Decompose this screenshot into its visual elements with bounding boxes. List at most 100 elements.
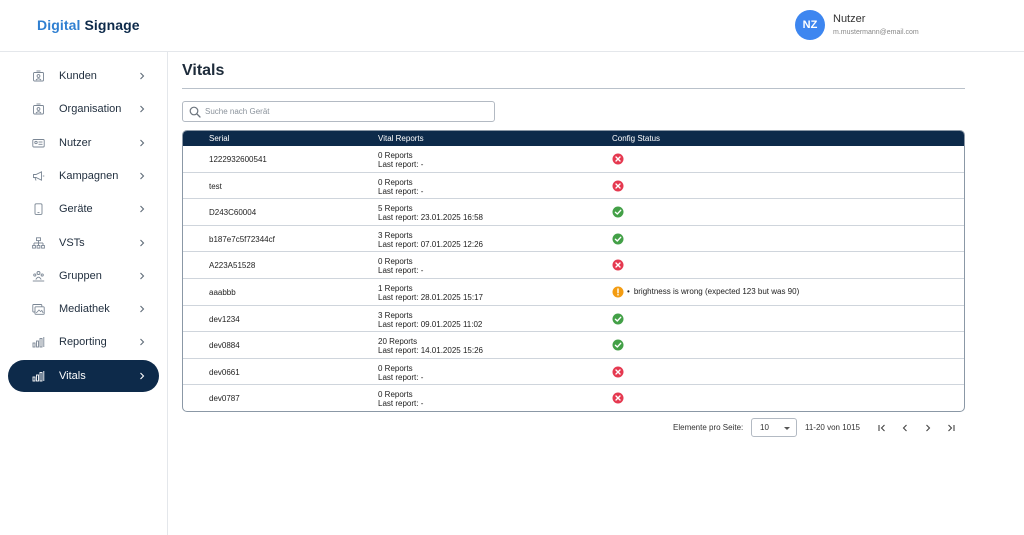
per-page-label: Elemente pro Seite:: [673, 423, 744, 432]
warning-status-icon: [612, 286, 624, 298]
column-header-vital-reports[interactable]: Vital Reports: [378, 134, 424, 143]
report-count: 0 Reports: [378, 177, 413, 187]
error-status-icon: [612, 259, 624, 271]
vital-reports-cell: 20 Reports Last report: 14.01.2025 15:26: [378, 337, 483, 355]
app-header: Digital Signage NZ Nutzer m.mustermann@e…: [0, 0, 1024, 52]
vital-reports-cell: 0 Reports Last report: -: [378, 178, 423, 196]
table-row[interactable]: dev0787 0 Reports Last report: -: [183, 385, 964, 411]
column-header-serial[interactable]: Serial: [209, 134, 230, 143]
report-count: 0 Reports: [378, 363, 413, 373]
table-row[interactable]: b187e7c5f72344cf 3 Reports Last report: 07…: [183, 226, 964, 253]
user-card-icon: [32, 138, 45, 148]
serial-cell: b187e7c5f72344cf: [209, 234, 275, 244]
search-icon: [189, 106, 201, 118]
sidebar-item-label: Geräte: [59, 203, 93, 216]
sidebar-item-nutzer[interactable]: Nutzer: [8, 127, 159, 159]
table-row[interactable]: dev0661 0 Reports Last report: -: [183, 359, 964, 386]
table-header: Serial Vital Reports Config Status: [183, 131, 964, 146]
device-icon: [34, 203, 43, 216]
report-count: 0 Reports: [378, 257, 413, 267]
report-count: 3 Reports: [378, 310, 413, 320]
error-status-icon: [612, 153, 624, 165]
error-status-icon: [612, 392, 624, 404]
config-status-message: brightness is wrong (expected 123 but wa…: [627, 287, 799, 296]
last-report: Last report: -: [378, 399, 424, 409]
sidebar-item-vsts[interactable]: VSTs: [8, 227, 159, 259]
sidebar-item-label: Reporting: [59, 336, 107, 349]
search-input[interactable]: [205, 104, 490, 119]
serial-cell: 1222932600541: [209, 155, 267, 164]
column-header-config-status[interactable]: Config Status: [612, 134, 661, 143]
per-page-value: 10: [760, 423, 769, 432]
success-status-icon: [612, 313, 624, 325]
serial-cell: test: [209, 181, 222, 191]
serial-cell: dev0884: [209, 341, 240, 351]
sidebar-item-label: VSTs: [59, 236, 85, 249]
sidebar-item-kampagnen[interactable]: Kampagnen: [8, 160, 159, 192]
megaphone-icon: [33, 170, 45, 181]
sidebar-item-ger-te[interactable]: Geräte: [8, 193, 159, 225]
vital-reports-cell: 0 Reports Last report: -: [378, 257, 423, 275]
per-page-select[interactable]: 10: [751, 418, 797, 437]
sidebar-item-vitals[interactable]: Vitals: [8, 359, 159, 392]
chevron-right-icon: [140, 272, 145, 280]
serial-cell: dev0661: [209, 367, 240, 377]
sidebar-item-gruppen[interactable]: Gruppen: [8, 260, 159, 292]
customers-icon: [33, 70, 44, 82]
chevron-right-icon: [140, 339, 145, 346]
search-box: [182, 101, 495, 122]
vital-reports-cell: 3 Reports Last report: 09.01.2025 11:02: [378, 311, 482, 329]
chevron-right-icon: [140, 139, 145, 146]
sidebar-item-kunden[interactable]: Kunden: [8, 60, 159, 92]
sidebar-item-organisation[interactable]: Organisation: [8, 93, 159, 125]
last-report: Last report: -: [378, 186, 424, 196]
table-row[interactable]: aaabbb 1 Reports Last report: 28.01.2025 1…: [183, 279, 964, 306]
vital-reports-cell: 1 Reports Last report: 28.01.2025 15:17: [378, 284, 483, 302]
vital-reports-cell: 5 Reports Last report: 23.01.2025 16:58: [378, 204, 483, 222]
chevron-right-icon: [140, 205, 145, 213]
table-row[interactable]: D243C60004 5 Reports Last report: 23.01.20…: [183, 199, 964, 226]
last-report: Last report: 09.01.2025 11:02: [378, 319, 483, 329]
avatar[interactable]: NZ: [795, 10, 825, 40]
success-status-icon: [612, 339, 624, 351]
page-range: 11-20 von 1015: [805, 423, 861, 432]
table-row[interactable]: dev0884 20 Reports Last report: 14.01.2025…: [183, 332, 964, 359]
success-status-icon: [612, 233, 624, 245]
last-report: Last report: 23.01.2025 16:58: [378, 213, 483, 223]
last-report: Last report: -: [378, 160, 424, 169]
serial-cell: D243C60004: [209, 208, 257, 218]
sidebar-item-reporting[interactable]: Reporting: [8, 326, 159, 358]
last-report: Last report: -: [378, 266, 424, 276]
user-email: m.mustermann@email.com: [833, 29, 919, 36]
table-row[interactable]: 1222932600541 0 Reports Last report: -: [183, 146, 964, 173]
table-row[interactable]: dev1234 3 Reports Last report: 09.01.2025 …: [183, 306, 964, 333]
chevron-right-icon: [140, 172, 145, 180]
sidebar-item-label: Nutzer: [59, 136, 92, 149]
brand-logo[interactable]: Digital Signage: [37, 17, 140, 33]
hierarchy-icon: [32, 236, 45, 249]
table-row[interactable]: A223A51528 0 Reports Last report: -: [183, 252, 964, 279]
first-page-icon[interactable]: [876, 422, 888, 434]
last-page-icon[interactable]: [945, 422, 957, 434]
previous-page-icon[interactable]: [899, 422, 911, 434]
sidebar: Kunden Organisation Nutzer Kampagnen Geräte V…: [0, 52, 168, 535]
sidebar-item-mediathek[interactable]: Mediathek: [8, 293, 159, 325]
page-title: Vitals: [182, 62, 225, 79]
last-report: Last report: 14.01.2025 15:26: [378, 346, 483, 356]
serial-cell: aaabbb: [209, 288, 236, 297]
sidebar-item-label: Kampagnen: [59, 169, 119, 182]
vitals-chart-icon: [32, 370, 45, 382]
vital-reports-cell: 3 Reports Last report: 07.01.2025 12:26: [378, 231, 483, 249]
table-row[interactable]: test 0 Reports Last report: -: [183, 173, 964, 200]
organisation-icon: [33, 103, 44, 115]
sidebar-item-label: Vitals: [59, 369, 86, 382]
error-status-icon: [612, 366, 624, 378]
chevron-right-icon: [140, 105, 145, 113]
sidebar-item-label: Mediathek: [59, 303, 110, 316]
success-status-icon: [612, 206, 624, 218]
sidebar-item-label: Gruppen: [59, 269, 102, 282]
next-page-icon[interactable]: [922, 422, 934, 434]
chevron-down-icon: [784, 427, 790, 430]
group-icon: [32, 270, 45, 282]
brand-part2: Signage: [84, 17, 140, 33]
